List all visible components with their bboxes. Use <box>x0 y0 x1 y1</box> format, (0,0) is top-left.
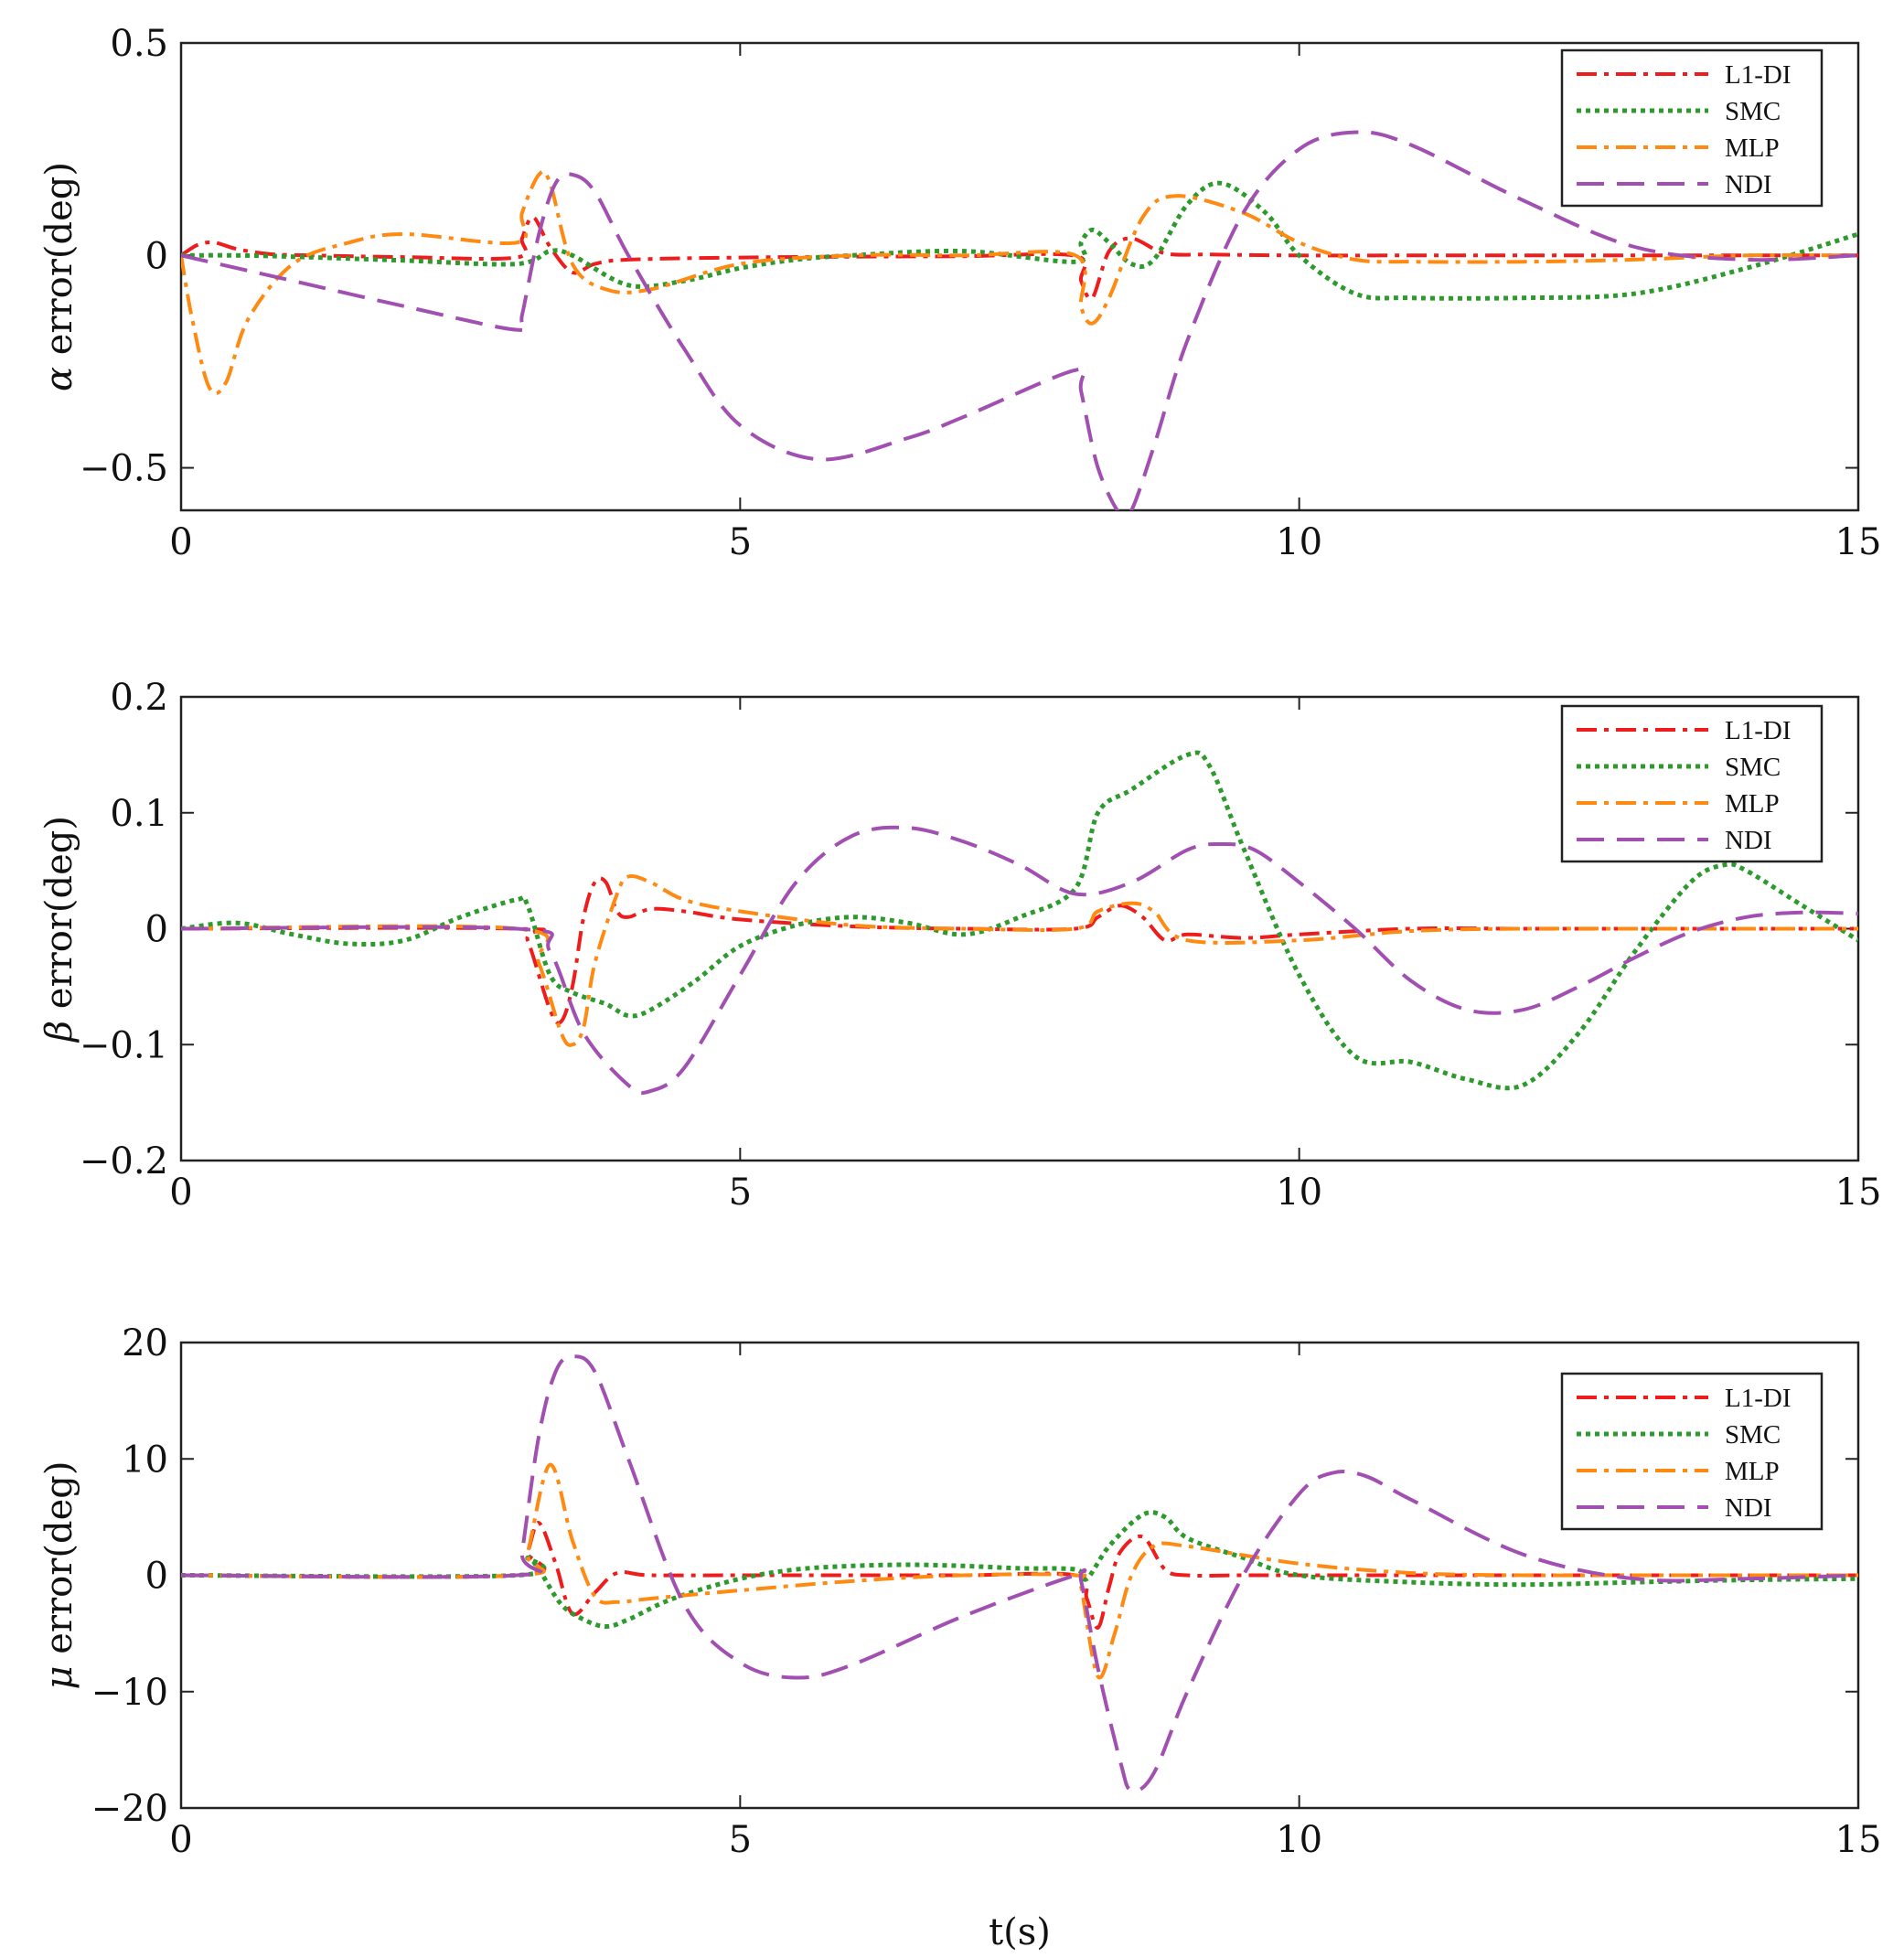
x-axis-label: t(s) <box>989 1911 1051 1953</box>
panel-mu: 0 5 10 15 −20 −10 0 10 20 μ error(deg) L1-DI SMC MLP… <box>38 1322 1881 1861</box>
y-tick-label: 0.2 <box>110 677 168 719</box>
y-axis-symbol: β <box>38 1021 80 1043</box>
legend-label: L1-DI <box>1725 716 1791 745</box>
x-tick-label: 15 <box>1835 1819 1882 1861</box>
y-tick-label: 0.1 <box>110 793 168 835</box>
legend-label: SMC <box>1725 1420 1781 1450</box>
y-tick-label: −10 <box>91 1672 168 1714</box>
y-axis-symbol: μ <box>38 1665 80 1689</box>
y-axis-label: μ error(deg) <box>38 1461 80 1690</box>
x-tick-label: 0 <box>169 521 192 563</box>
y-tick-label: 0 <box>145 1556 168 1598</box>
series-line-ndi <box>181 1354 1858 1793</box>
legend-box <box>1560 48 1824 208</box>
series-line-smc <box>181 180 1858 301</box>
y-axis-text: error(deg) <box>38 162 80 367</box>
legend-label: L1-DI <box>1725 1384 1791 1413</box>
y-axis-text: error(deg) <box>38 1461 80 1666</box>
x-tick-label: 15 <box>1835 1172 1882 1214</box>
series-group <box>181 130 1858 510</box>
y-tick-label: 0 <box>145 909 168 951</box>
y-tick-label: −0.2 <box>80 1140 168 1182</box>
series-line-l1-di <box>181 215 1858 301</box>
legend: L1-DI SMC MLP NDI <box>1560 48 1824 208</box>
series-line-smc <box>181 1510 1858 1629</box>
series-line-mlp <box>181 169 1858 396</box>
y-axis-label: β error(deg) <box>38 816 80 1043</box>
legend-label: SMC <box>1725 753 1781 782</box>
legend-label: NDI <box>1725 1493 1772 1523</box>
x-tick-label: 10 <box>1276 521 1322 563</box>
series-line-smc <box>181 750 1858 1091</box>
x-tick-label: 15 <box>1835 521 1882 563</box>
x-tick-label: 5 <box>729 1819 752 1861</box>
series-line-ndi <box>181 130 1858 510</box>
series-line-ndi <box>181 825 1858 1096</box>
y-tick-label: 0.5 <box>110 23 168 65</box>
legend-label: L1-DI <box>1725 60 1791 90</box>
x-tick-label: 0 <box>169 1172 192 1214</box>
legend-label: NDI <box>1725 170 1772 199</box>
series-group <box>181 750 1858 1096</box>
series-line-mlp <box>181 1462 1858 1680</box>
legend-box <box>1560 704 1824 863</box>
x-tick-label: 0 <box>169 1819 192 1861</box>
y-axis-symbol: α <box>38 367 80 391</box>
legend-label: SMC <box>1725 97 1781 126</box>
x-tick-label: 10 <box>1276 1819 1322 1861</box>
x-tick-label: 10 <box>1276 1172 1322 1214</box>
legend-label: MLP <box>1725 789 1780 819</box>
y-tick-label: 0 <box>145 235 168 277</box>
series-line-mlp <box>181 873 1858 1047</box>
y-axis-text: error(deg) <box>38 816 80 1021</box>
y-tick-label: −0.1 <box>80 1024 168 1066</box>
x-tick-label: 5 <box>729 1172 752 1214</box>
y-tick-label: −0.5 <box>80 448 168 490</box>
y-tick-label: 20 <box>122 1322 168 1364</box>
legend-label: NDI <box>1725 826 1772 855</box>
legend-label: MLP <box>1725 1457 1780 1486</box>
legend: L1-DI SMC MLP NDI <box>1560 704 1824 863</box>
y-tick-label: 10 <box>122 1439 168 1481</box>
legend: L1-DI SMC MLP NDI <box>1560 1372 1824 1531</box>
series-line-l1-di <box>181 876 1858 1025</box>
series-group <box>181 1354 1858 1793</box>
legend-label: MLP <box>1725 134 1780 163</box>
panel-beta: 0 5 10 15 −0.2 −0.1 0 0.1 0.2 β error(deg) L1-DI SM… <box>38 677 1881 1214</box>
legend-box <box>1560 1372 1824 1531</box>
y-tick-label: −20 <box>91 1788 168 1830</box>
axes-frame <box>179 41 1860 512</box>
y-axis-label: α error(deg) <box>38 162 80 391</box>
x-tick-label: 5 <box>729 521 752 563</box>
